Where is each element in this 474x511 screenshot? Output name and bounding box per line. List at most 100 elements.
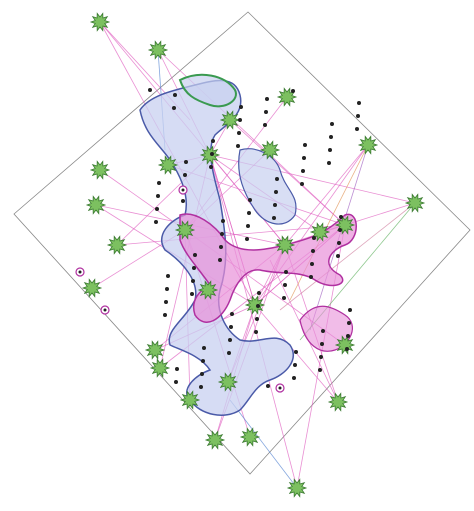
hub-node [89,12,111,32]
small-node [255,317,259,321]
small-node [238,118,242,122]
small-node [202,346,206,350]
edge [229,399,298,489]
edge [229,119,346,226]
ring-node-center [78,270,82,274]
small-node [257,291,261,295]
small-node [265,97,269,101]
small-node [338,228,342,232]
small-node [264,110,268,114]
small-node [210,152,214,156]
hub-node [276,87,298,107]
small-node [221,219,225,223]
small-node [355,127,359,131]
hub-node [404,193,426,213]
hub-node [204,430,226,450]
small-node [156,194,160,198]
small-node [263,123,267,127]
small-node [339,215,343,219]
small-node [303,143,307,147]
hub-node [259,140,281,160]
small-node [256,304,260,308]
hub-node [309,222,331,242]
small-node [227,351,231,355]
small-node [294,350,298,354]
small-node [311,249,315,253]
cluster-blob [179,213,357,323]
small-node [200,372,204,376]
small-node [183,173,187,177]
hub-node [286,478,308,498]
hub-node [147,40,169,60]
hub-node [219,110,241,130]
small-node [190,292,194,296]
hub-node [81,278,103,298]
small-node [218,258,222,262]
small-node [266,384,270,388]
small-node [292,376,296,380]
small-node [284,270,288,274]
small-node [301,169,305,173]
small-node [309,275,313,279]
small-node [163,313,167,317]
small-node [275,177,279,181]
small-node [209,165,213,169]
small-node [336,254,340,258]
hub-node [239,427,261,447]
edge [254,144,369,306]
small-node [239,105,243,109]
small-node [282,296,286,300]
edge [209,154,256,306]
small-node [337,241,341,245]
hub-node [174,220,196,240]
small-node [219,245,223,249]
small-node [310,262,314,266]
small-node [181,199,185,203]
small-node [356,114,360,118]
edge [279,202,416,311]
hub-node [197,280,219,300]
small-node [148,88,152,92]
hub-node [89,160,111,180]
small-node [273,203,277,207]
small-node [229,325,233,329]
edge [116,224,346,246]
hub-node [144,340,166,360]
small-node [346,334,350,338]
small-node [312,236,316,240]
ring-node-center [103,308,107,312]
hub-node [106,235,128,255]
small-node [220,232,224,236]
small-node [175,367,179,371]
edge [344,202,416,226]
small-node [330,122,334,126]
edge [284,144,369,246]
small-node [272,216,276,220]
hub-node [179,390,201,410]
hub-node [244,295,266,315]
small-node [157,181,161,185]
small-node [327,161,331,165]
small-node [164,300,168,304]
ring-node-center [278,386,282,390]
small-node [345,347,349,351]
nodes [75,12,426,498]
small-node [174,380,178,384]
hub-node [149,358,171,378]
clusters [139,73,357,416]
small-node [184,160,188,164]
small-node [248,198,252,202]
hub-node [217,372,239,392]
small-node [291,89,295,93]
small-node [237,131,241,135]
small-node [321,329,325,333]
small-node [254,330,258,334]
small-node [283,283,287,287]
small-node [318,368,322,372]
small-node [246,224,250,228]
edge [209,154,286,246]
small-node [230,312,234,316]
small-node [228,338,232,342]
hub-node [327,392,349,412]
